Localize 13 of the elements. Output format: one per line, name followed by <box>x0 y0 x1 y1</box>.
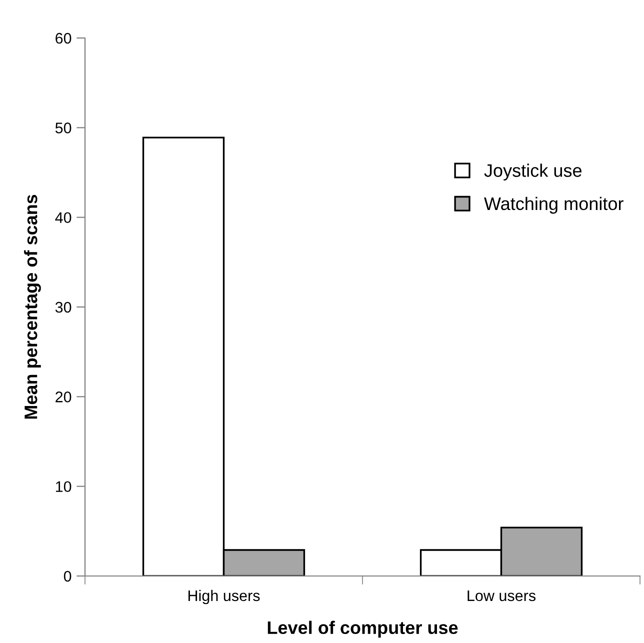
x-tick-label: High users <box>188 590 260 604</box>
legend-label: Joystick use <box>484 164 582 181</box>
legend-label: Watching monitor <box>484 196 624 214</box>
y-tick-label: 40 <box>55 212 72 224</box>
x-tick-label: Low users <box>468 590 536 602</box>
y-tick-label: 20 <box>56 392 72 402</box>
x-axis-title: Level of computer use <box>268 620 458 638</box>
y-tick-label: 60 <box>56 32 72 44</box>
y-tick-label: 30 <box>55 302 72 313</box>
y-axis-title: Mean percentage of scans <box>24 194 41 419</box>
y-tick-label: 0 <box>64 570 72 582</box>
y-tick-label: 10 <box>56 481 72 492</box>
y-tick-label: 50 <box>55 122 72 134</box>
